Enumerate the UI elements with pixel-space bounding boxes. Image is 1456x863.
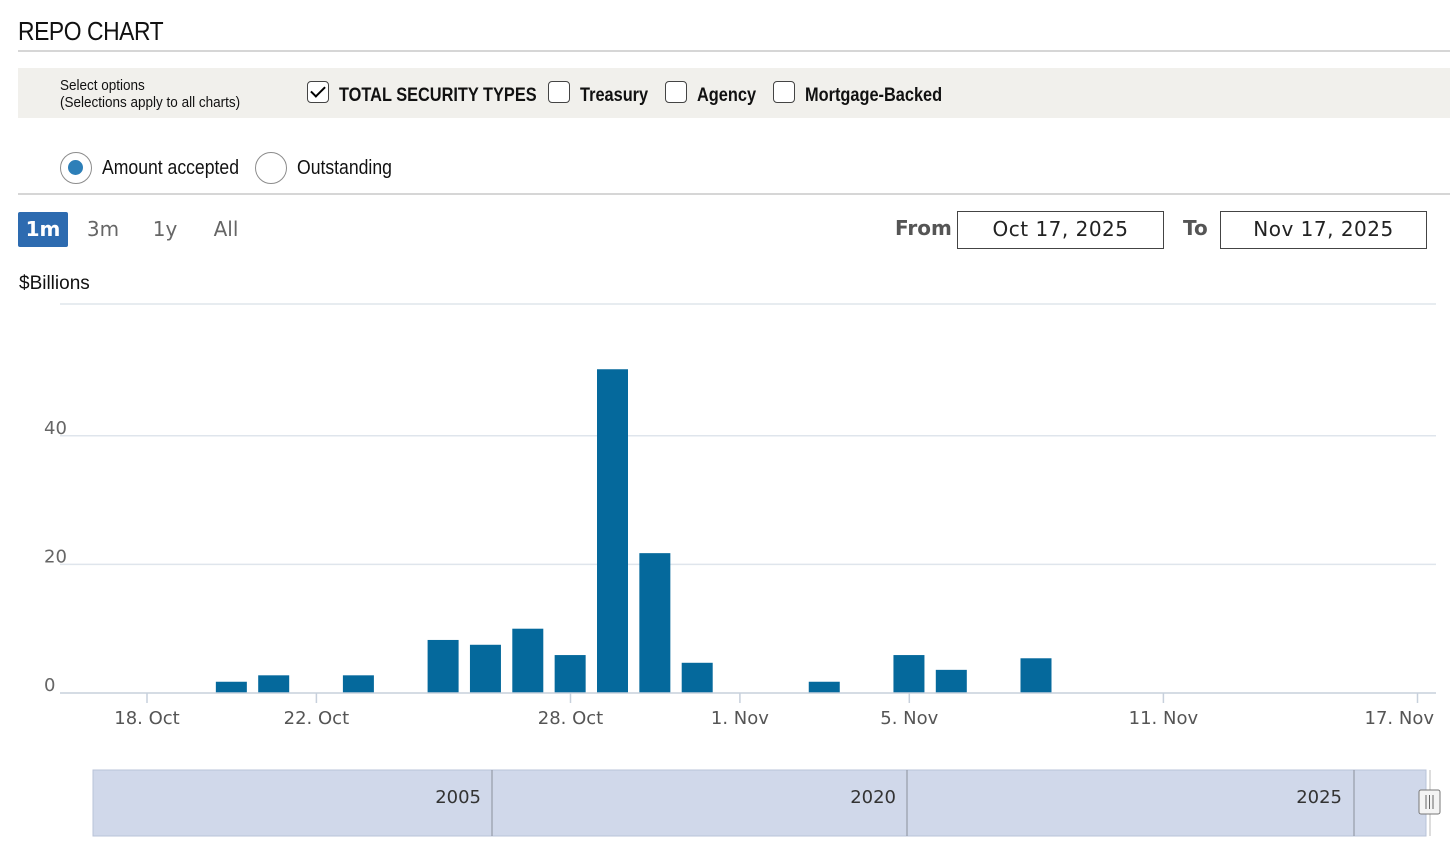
checkbox-treasury[interactable]: Treasury	[548, 77, 659, 107]
checkbox-unchecked-icon[interactable]	[665, 81, 687, 103]
page-title: REPO CHART	[18, 16, 164, 46]
range-button-1m[interactable]: 1m	[18, 212, 68, 247]
x-tick-label: 22. Oct	[284, 708, 349, 729]
checkbox-label: Treasury	[580, 85, 649, 106]
y-axis-units-label: $Billions	[19, 273, 90, 294]
radio-amount-accepted[interactable]: Amount accepted	[60, 152, 258, 184]
checkbox-unchecked-icon[interactable]	[548, 81, 570, 103]
bar[interactable]	[1020, 658, 1052, 693]
checkbox-checked-icon[interactable]	[307, 81, 329, 103]
gridlines	[60, 303, 1436, 566]
to-label: To	[1183, 216, 1208, 240]
bar[interactable]	[427, 639, 459, 693]
bar[interactable]	[639, 553, 671, 693]
radio-outstanding[interactable]: Outstanding	[255, 152, 405, 184]
range-button-1y[interactable]: 1y	[152, 217, 178, 241]
options-label: Select options (Selections apply to all …	[60, 77, 240, 111]
radio-divider	[18, 193, 1450, 195]
x-tick-label: 5. Nov	[880, 708, 938, 729]
navigator-drag-handle[interactable]	[1418, 789, 1441, 815]
bar[interactable]	[258, 675, 290, 693]
x-tick-label: 17. Nov	[1365, 708, 1435, 729]
x-tick-label: 18. Oct	[114, 708, 179, 729]
radio-label: Amount accepted	[102, 156, 239, 179]
bar[interactable]	[935, 669, 967, 693]
bar[interactable]	[469, 644, 501, 693]
x-tick-label: 11. Nov	[1129, 708, 1199, 729]
bar[interactable]	[512, 628, 544, 693]
radio-unselected-icon[interactable]	[255, 152, 287, 184]
options-bar: Select options (Selections apply to all …	[18, 68, 1450, 118]
checkbox-label: Mortgage-Backed	[805, 85, 943, 106]
bar[interactable]	[215, 681, 247, 693]
navigator[interactable]: 2005 2020 2025	[0, 760, 1456, 850]
title-divider	[18, 50, 1450, 52]
y-tick-label: 40	[44, 418, 67, 439]
y-axis-ticks: 0 20 40	[44, 418, 67, 696]
bar[interactable]	[342, 675, 374, 693]
navigator-label-2025: 2025	[1296, 787, 1342, 808]
y-tick-label: 20	[44, 546, 67, 567]
options-label-line1: Select options	[60, 77, 145, 94]
bar[interactable]	[681, 662, 713, 693]
bar[interactable]	[554, 655, 586, 693]
options-label-line2: (Selections apply to all charts)	[60, 94, 241, 111]
bar[interactable]	[808, 681, 840, 693]
radio-selected-icon[interactable]	[60, 152, 92, 184]
checkbox-agency[interactable]: Agency	[665, 77, 766, 107]
from-date-input[interactable]: Oct 17, 2025	[957, 211, 1164, 249]
x-tick-label: 28. Oct	[538, 708, 603, 729]
checkbox-mortgage-backed[interactable]: Mortgage-Backed	[773, 77, 964, 107]
y-tick-label: 0	[44, 675, 55, 696]
bar[interactable]	[597, 369, 628, 693]
from-label: From	[895, 216, 952, 240]
checkbox-unchecked-icon[interactable]	[773, 81, 795, 103]
range-button-all[interactable]: All	[213, 217, 239, 241]
range-button-3m[interactable]: 3m	[86, 217, 120, 241]
bar-series	[215, 369, 1052, 693]
navigator-selected-range[interactable]	[92, 769, 1427, 837]
x-tick-label: 1. Nov	[711, 708, 769, 729]
to-date-input[interactable]: Nov 17, 2025	[1220, 211, 1427, 249]
checkbox-total-security-types[interactable]: TOTAL SECURITY TYPES	[307, 77, 569, 107]
navigator-label-2005: 2005	[435, 787, 481, 808]
navigator-label-2020: 2020	[850, 787, 896, 808]
x-axis: 18. Oct 22. Oct 28. Oct 1. Nov 5. Nov 11. Nov…	[60, 692, 1436, 729]
bar[interactable]	[893, 655, 925, 693]
radio-label: Outstanding	[297, 156, 392, 179]
checkbox-label: TOTAL SECURITY TYPES	[339, 85, 537, 106]
checkbox-label: Agency	[697, 85, 757, 106]
